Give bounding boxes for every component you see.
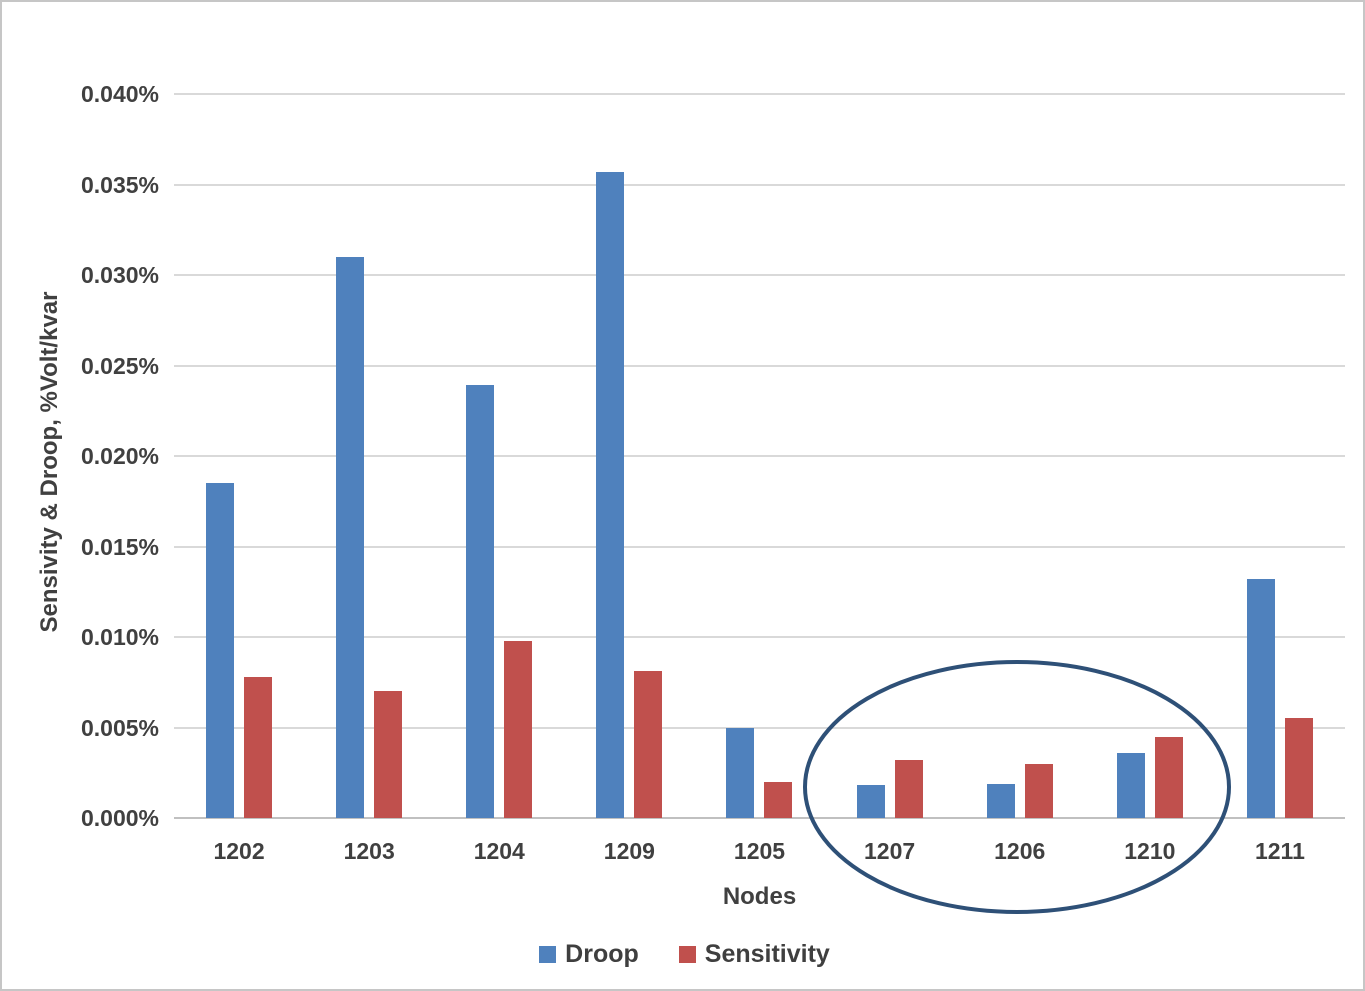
y-axis-tick-label: 0.025% — [80, 352, 159, 379]
plot-area — [174, 93, 1345, 819]
x-axis-line — [174, 817, 1345, 819]
x-axis-tick-label-1205: 1205 — [733, 838, 786, 864]
x-axis-tick-label-1211: 1211 — [1254, 838, 1305, 864]
gridline — [174, 545, 1345, 548]
legend-swatch-sensitivity-icon — [678, 946, 696, 963]
legend-label-sensitivity: Sensitivity — [704, 940, 830, 968]
sensitivity-bar-1210 — [1154, 736, 1183, 818]
x-axis-tick-labels: 1202 1203 1204 1209 1205 1207 1206 1210 1211 — [174, 838, 1345, 870]
legend-swatch-droop-icon — [539, 946, 557, 963]
x-axis-tick-label-1209: 1209 — [603, 838, 655, 864]
gridline — [174, 636, 1345, 638]
bar-group-1209 — [564, 94, 694, 818]
legend-entry-droop: Droop — [539, 940, 639, 969]
droop-bar-1205 — [726, 727, 755, 818]
sensitivity-bar-1207 — [894, 760, 923, 818]
legend-entry-sensitivity: Sensitivity — [678, 940, 830, 969]
x-axis-tick-label-1203: 1203 — [343, 838, 395, 864]
gridline — [174, 455, 1345, 457]
droop-bar-1203 — [336, 256, 365, 818]
x-axis-tick-label-1210: 1210 — [1124, 838, 1176, 864]
sensitivity-bar-1209 — [634, 671, 663, 818]
droop-bar-1202 — [206, 483, 235, 818]
y-axis-tick-label: 0.020% — [80, 443, 159, 469]
y-axis-tick-label: 0.030% — [80, 262, 159, 288]
bar-group-1202 — [174, 94, 304, 818]
y-axis-tick-labels: 0.000% 0.005% 0.010% 0.015% 0.020% 0.025% 0.03… — [2, 81, 159, 831]
gridline — [174, 274, 1345, 276]
bar-group-1206 — [955, 94, 1085, 818]
gridline — [174, 364, 1345, 367]
bar-group-1205 — [694, 94, 824, 818]
y-axis-tick-label: 0.000% — [80, 805, 159, 831]
x-axis-title: Nodes — [722, 883, 797, 910]
bar-group-1211 — [1215, 94, 1345, 818]
gridline — [174, 726, 1345, 729]
droop-bar-1207 — [856, 785, 885, 818]
legend-label-droop: Droop — [565, 940, 639, 968]
y-axis-tick-label: 0.005% — [80, 714, 159, 741]
bar-group-1203 — [304, 94, 434, 818]
sensitivity-bar-1211 — [1284, 718, 1313, 818]
bar-group-1204 — [434, 94, 564, 818]
sensitivity-bar-1205 — [764, 781, 793, 818]
gridline — [174, 183, 1345, 186]
sensitivity-bar-1206 — [1024, 763, 1053, 818]
x-axis-tick-label-1207: 1207 — [864, 838, 916, 864]
y-axis-tick-label: 0.035% — [80, 171, 159, 198]
x-axis-tick-label-1204: 1204 — [473, 838, 525, 864]
droop-bar-1206 — [986, 783, 1015, 818]
sensitivity-bar-1203 — [374, 691, 403, 818]
y-axis-tick-label: 0.010% — [80, 624, 159, 650]
droop-bar-1204 — [466, 385, 495, 818]
bar-group-1210 — [1085, 94, 1215, 818]
droop-bar-1209 — [596, 171, 625, 818]
x-axis-tick-label-1202: 1202 — [213, 838, 265, 864]
droop-bar-1211 — [1246, 579, 1275, 818]
gridline — [174, 93, 1345, 95]
bar-group-1207 — [825, 94, 955, 818]
sensitivity-bar-1202 — [244, 676, 273, 818]
x-axis-tick-label-1206: 1206 — [994, 838, 1046, 864]
legend: Droop Sensitivity — [2, 940, 1363, 969]
droop-bar-1210 — [1116, 752, 1145, 818]
y-axis-tick-label: 0.015% — [80, 533, 159, 560]
y-axis-tick-label: 0.040% — [80, 81, 159, 107]
sensitivity-bar-1204 — [504, 640, 533, 818]
